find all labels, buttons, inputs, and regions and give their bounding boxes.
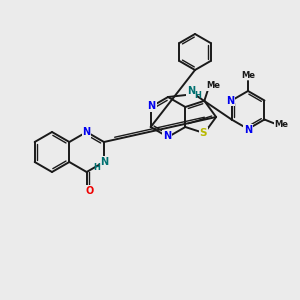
Text: N: N xyxy=(148,101,156,111)
Text: Me: Me xyxy=(206,81,220,90)
Text: O: O xyxy=(85,186,94,196)
Text: N: N xyxy=(244,125,252,135)
Text: N: N xyxy=(163,131,171,141)
Text: Me: Me xyxy=(274,120,289,129)
Text: S: S xyxy=(200,128,207,138)
Text: N: N xyxy=(226,95,235,106)
Text: H: H xyxy=(94,163,100,172)
Text: N: N xyxy=(100,157,108,167)
Text: Me: Me xyxy=(241,70,255,80)
Text: H: H xyxy=(195,92,201,100)
Text: N: N xyxy=(82,127,91,137)
Text: N: N xyxy=(187,86,195,96)
